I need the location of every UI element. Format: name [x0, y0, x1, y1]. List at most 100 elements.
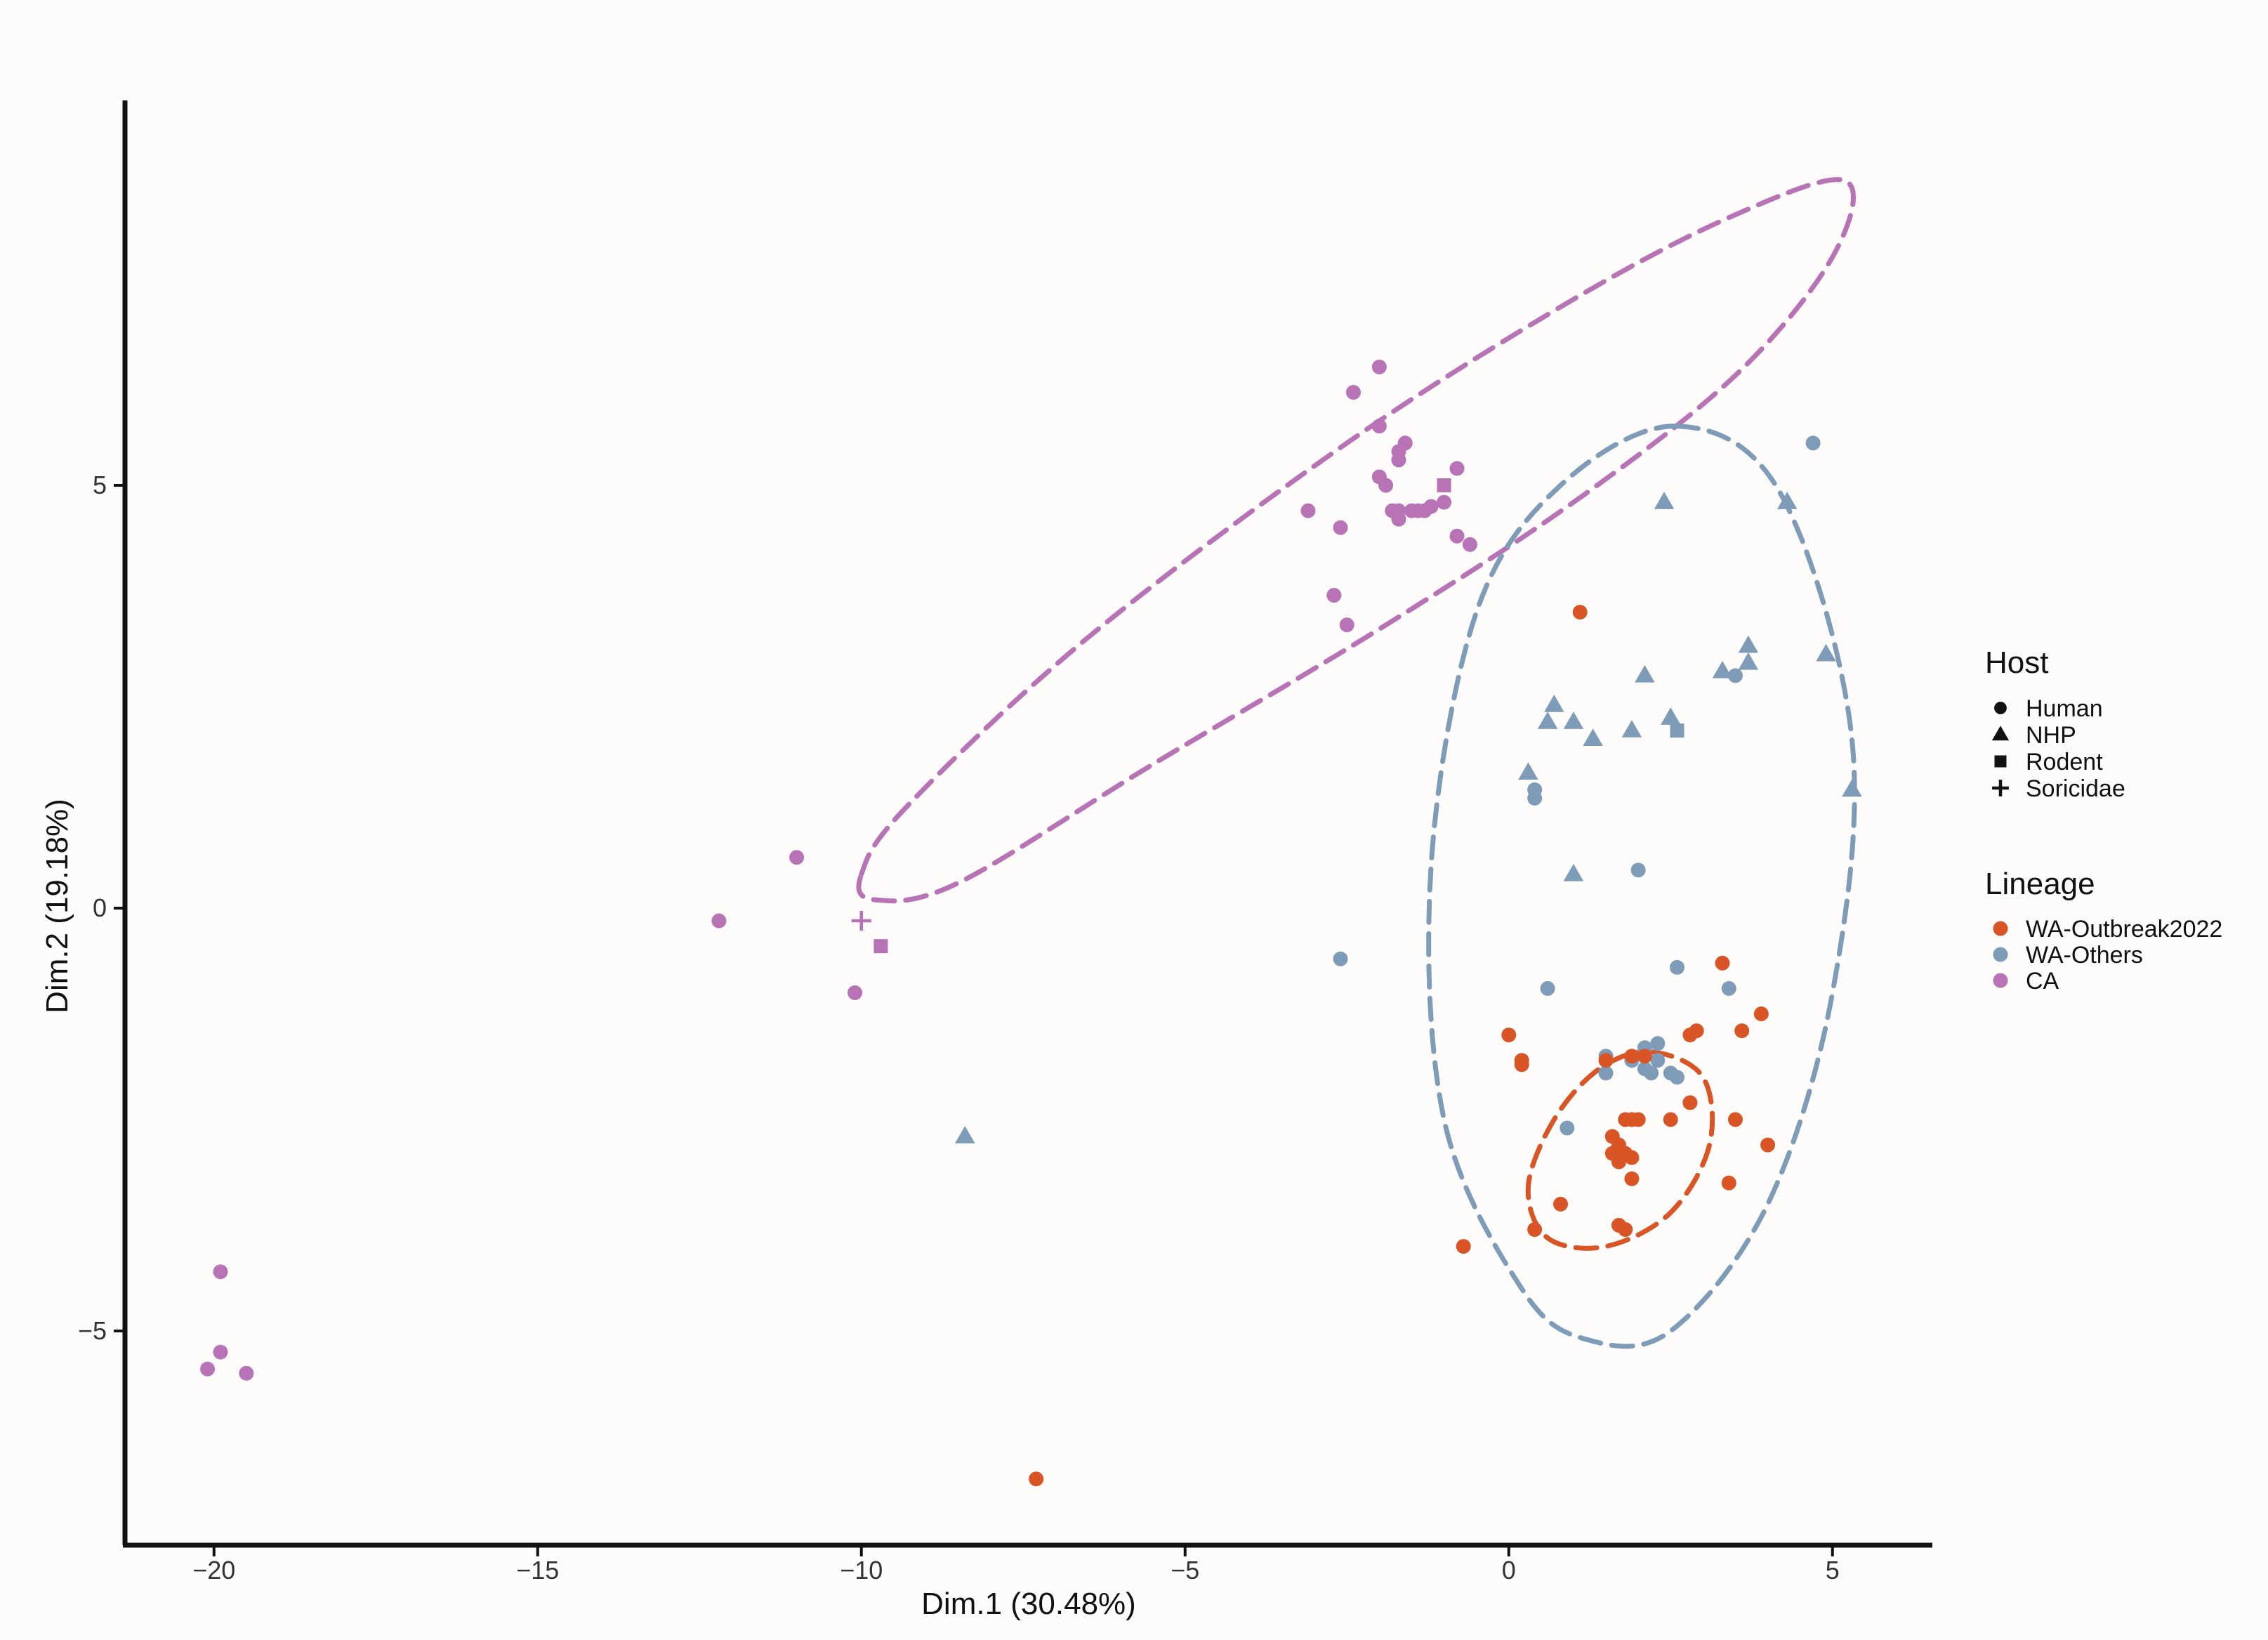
data-point — [1514, 1057, 1529, 1072]
data-point — [1333, 520, 1348, 535]
data-point — [1611, 1154, 1626, 1169]
data-point — [1449, 528, 1465, 544]
data-point — [1437, 478, 1451, 492]
data-point — [1624, 1049, 1640, 1064]
data-point — [1326, 588, 1342, 603]
data-point — [1637, 1049, 1652, 1064]
data-point — [1345, 385, 1361, 400]
data-point — [1300, 503, 1316, 518]
data-point — [1805, 435, 1821, 451]
legend-key-lineage — [1993, 921, 2008, 936]
data-point — [1404, 503, 1419, 518]
confidence-ellipse-ca — [856, 177, 1856, 904]
data-point — [1437, 494, 1452, 510]
data-point — [1715, 955, 1730, 971]
data-point — [1644, 1065, 1659, 1081]
legend-lineage-label: WA-Others — [2026, 942, 2143, 969]
data-point — [1339, 617, 1354, 633]
data-point — [1621, 720, 1642, 737]
legend-key-triangle — [1991, 726, 2010, 741]
y-axis-label: Dim.2 (19.18%) — [40, 799, 74, 1013]
ellipses-layer — [856, 177, 1857, 1349]
data-point — [1537, 711, 1558, 729]
data-point — [1670, 723, 1684, 738]
data-point — [1378, 478, 1394, 493]
y-tick-label: 0 — [93, 893, 107, 922]
data-point — [1650, 1036, 1666, 1051]
data-point — [873, 939, 888, 954]
data-point — [1456, 1239, 1471, 1254]
data-point — [1518, 762, 1538, 780]
data-point — [1721, 1175, 1736, 1190]
data-point — [239, 1365, 254, 1381]
legend-host-title: Host — [1985, 645, 2048, 680]
x-tick-label: 0 — [1502, 1556, 1516, 1585]
data-point — [789, 850, 805, 865]
legend-key-square — [1994, 755, 2007, 768]
data-point — [1501, 1028, 1517, 1043]
data-point — [1630, 1112, 1646, 1127]
data-point — [1727, 1112, 1743, 1127]
data-point — [1391, 511, 1406, 527]
legend-key-lineage — [1993, 947, 2008, 962]
data-point — [848, 985, 863, 1000]
y-tick-label: −5 — [78, 1316, 107, 1345]
data-point — [1776, 492, 1798, 509]
data-point — [955, 1126, 975, 1143]
data-point — [1650, 1053, 1666, 1068]
axes — [122, 100, 1932, 1548]
data-point — [1635, 664, 1655, 683]
data-point — [1682, 1028, 1698, 1043]
x-tick-label: 5 — [1826, 1556, 1840, 1585]
data-point — [1563, 711, 1584, 729]
data-point — [1618, 1222, 1633, 1238]
data-point — [1738, 635, 1759, 653]
data-point — [1572, 605, 1588, 620]
x-tick-label: −15 — [516, 1556, 559, 1585]
data-point — [1738, 652, 1759, 670]
data-point — [1753, 1006, 1769, 1021]
data-point — [1371, 419, 1387, 434]
data-point — [1661, 707, 1681, 725]
data-point — [1563, 863, 1584, 881]
data-point — [1654, 492, 1675, 509]
data-point — [711, 913, 727, 929]
data-point — [1553, 1196, 1569, 1212]
data-point — [200, 1361, 216, 1377]
ticks: −20 −15 −10 −5 0 5 −5 0 5 — [78, 471, 1840, 1585]
data-point — [1727, 668, 1743, 683]
legend-key-plus — [1992, 780, 2009, 796]
data-point — [213, 1344, 228, 1360]
points-layer — [200, 359, 1862, 1487]
data-point — [1391, 452, 1406, 468]
legend-host-label: Rodent — [2026, 749, 2103, 775]
data-point — [1734, 1023, 1750, 1039]
data-point — [1544, 695, 1564, 712]
legend-lineage-label: CA — [2026, 968, 2059, 995]
data-point — [1598, 1053, 1614, 1068]
data-point — [213, 1264, 228, 1280]
legend-host-label: Human — [2026, 695, 2103, 722]
legend-lineage-label: WA-Outbreak2022 — [2026, 916, 2222, 943]
x-tick-label: −20 — [192, 1556, 235, 1585]
data-point — [1663, 1112, 1678, 1127]
data-point — [1712, 660, 1733, 678]
data-point — [1527, 1222, 1543, 1238]
x-tick-label: −5 — [1171, 1556, 1199, 1585]
data-point — [1630, 862, 1646, 878]
confidence-ellipse-wa-others — [1426, 424, 1857, 1349]
data-point — [1760, 1137, 1776, 1153]
data-point — [1333, 951, 1348, 966]
legend-host-label: Soricidae — [2026, 775, 2125, 802]
y-tick-label: 5 — [93, 471, 107, 499]
data-point — [1560, 1120, 1575, 1136]
legend-host-label: NHP — [2026, 722, 2076, 749]
data-point — [1816, 643, 1836, 662]
data-point — [1721, 980, 1736, 996]
data-point — [1669, 959, 1684, 975]
data-point — [1540, 980, 1555, 996]
data-point — [1371, 359, 1387, 374]
